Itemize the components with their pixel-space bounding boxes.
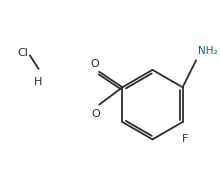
- Text: F: F: [182, 134, 189, 144]
- Text: NH₂: NH₂: [198, 46, 218, 56]
- Text: O: O: [91, 109, 100, 119]
- Text: H: H: [33, 77, 42, 87]
- Text: O: O: [90, 59, 99, 69]
- Text: Cl: Cl: [17, 49, 28, 58]
